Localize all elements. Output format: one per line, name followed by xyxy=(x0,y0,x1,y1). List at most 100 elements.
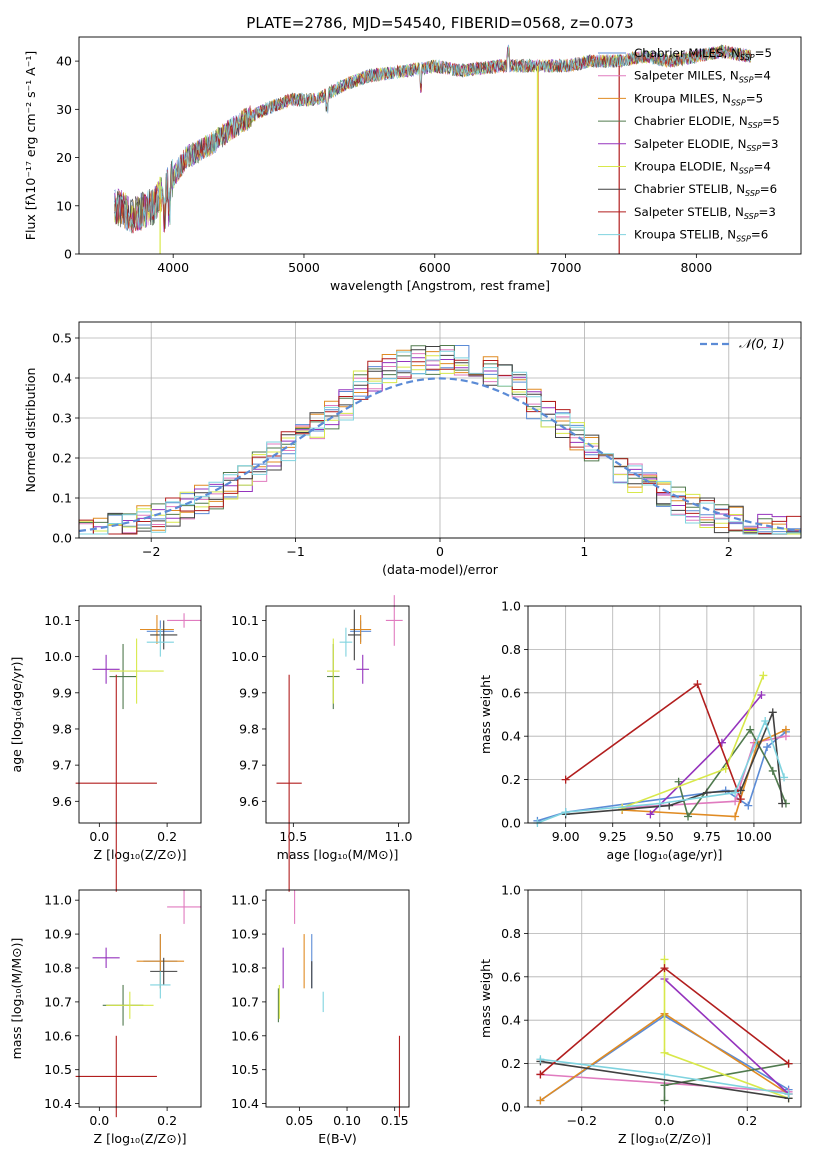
histogram-step xyxy=(78,350,802,538)
tick-label-y: 0.6 xyxy=(501,685,521,700)
y-axis-label: mass [log₁₀(M/M⊙)] xyxy=(9,938,24,1060)
errorbar-point xyxy=(75,1035,157,1118)
tick-label-x: 9.25 xyxy=(599,829,627,844)
weight-marker xyxy=(784,1059,793,1068)
legend-label-normal: 𝒩(0, 1) xyxy=(739,336,785,351)
weight-marker xyxy=(660,1081,669,1090)
tick-label-y: 10.5 xyxy=(44,1062,72,1077)
tick-label-y: 10.7 xyxy=(44,994,72,1009)
axes-mass-vs-Z: 0.0 0.2 10.4 10.5 10.6 10.7 10.8 10.9 11.0 Z [log… xyxy=(9,893,186,1146)
y-axis-label: Flux [fλ10⁻¹⁷ erg cm⁻² s⁻¹ A⁻¹] xyxy=(23,51,38,240)
axes-frame xyxy=(265,605,410,824)
tick-label-x: 0.2 xyxy=(737,1113,757,1128)
tick-label-x: 9.75 xyxy=(693,829,721,844)
tick-label-y: 30 xyxy=(56,102,72,117)
weight-marker xyxy=(660,964,669,973)
tick-label-x: 9.00 xyxy=(552,829,580,844)
tick-label-y: 10.9 xyxy=(44,927,72,942)
tick-label-y: 9.9 xyxy=(52,685,72,700)
tick-label-y: 0.1 xyxy=(52,491,72,506)
weight-marker xyxy=(660,1096,669,1105)
tick-label-y: 10.1 xyxy=(231,613,259,628)
errorbar-point xyxy=(92,654,120,684)
weight-marker xyxy=(731,797,740,806)
legend-label: Kroupa STELIB, NSSP=6 xyxy=(634,228,768,244)
legend-label: Salpeter STELIB, NSSP=3 xyxy=(634,205,776,221)
tick-label-y: 9.7 xyxy=(239,758,259,773)
tick-label-y: 10.6 xyxy=(231,1028,259,1043)
chart-layer: 4000 5000 6000 7000 8000010203040wavelength … xyxy=(9,36,802,1146)
tick-label-y: 20 xyxy=(56,150,72,165)
weight-marker xyxy=(744,801,753,810)
tick-label-y: 0.2 xyxy=(501,772,521,787)
figure-title: PLATE=2786, MJD=54540, FIBERID=0568, z=0… xyxy=(246,14,633,32)
tick-label-x: 0.2 xyxy=(157,1113,177,1128)
tick-label-y: 0.0 xyxy=(501,816,521,831)
tick-label-y: 0.5 xyxy=(52,331,72,346)
legend-label: Kroupa ELODIE, NSSP=4 xyxy=(634,160,771,176)
tick-label-y: 10.0 xyxy=(44,649,72,664)
errorbar-point xyxy=(146,627,174,657)
weight-line xyxy=(663,978,790,1095)
axes-frame xyxy=(78,605,202,824)
weight-marker xyxy=(746,725,755,734)
tick-label-x: 0.2 xyxy=(157,829,177,844)
axes-residuals: −2 −1 0 1 2 0.0 0.1 0.2 0.3 0.4 0.5 (data-model)/er… xyxy=(23,322,801,577)
weight-marker xyxy=(665,801,674,810)
legend-label: Salpeter MILES, NSSP=4 xyxy=(634,69,771,85)
tick-label-y: 0.8 xyxy=(501,642,521,657)
legend-label: Chabrier MILES, NSSP=5 xyxy=(634,46,772,62)
errorbar-point xyxy=(348,609,361,661)
axes-frame xyxy=(265,889,410,1108)
x-axis-label: Z [log₁₀(Z/Z⊙)] xyxy=(94,847,187,862)
tick-label-x: 0.15 xyxy=(381,1113,409,1128)
errorbar-point xyxy=(350,615,372,644)
tick-label-y: 10.4 xyxy=(231,1096,259,1111)
tick-label-y: 9.6 xyxy=(52,794,72,809)
errorbar-point xyxy=(140,615,174,644)
weight-marker xyxy=(646,810,655,819)
tick-label-y: 0.4 xyxy=(52,371,72,386)
tick-label-y: 10.8 xyxy=(44,960,72,975)
weight-marker xyxy=(702,788,711,797)
tick-label-x: 5000 xyxy=(288,260,320,275)
axes-frame xyxy=(527,889,802,1108)
legend-spectrum: Chabrier MILES, NSSP=5 Salpeter MILES, NS… xyxy=(598,46,780,244)
x-axis-label: mass [log₁₀(M/M⊙)] xyxy=(277,847,399,862)
tick-label-x: 0.0 xyxy=(89,829,109,844)
tick-label-y: 0 xyxy=(64,247,72,262)
weight-marker xyxy=(693,680,702,689)
legend-label: Chabrier ELODIE, NSSP=5 xyxy=(634,114,780,130)
axes-frame xyxy=(78,321,802,539)
tick-label-y: 40 xyxy=(56,54,72,69)
tick-label-x: 9.50 xyxy=(646,829,674,844)
tick-label-y: 10.8 xyxy=(231,960,259,975)
weight-line xyxy=(622,728,787,818)
weight-marker xyxy=(655,799,664,808)
tick-label-y: 10.9 xyxy=(231,927,259,942)
axes-weight-vs-Z: −0.2 0.0 0.2 0.0 0.2 0.4 0.6 0.8 1.0 Z [log₁₀(Z/Z… xyxy=(478,883,801,1146)
tick-label-y: 11.0 xyxy=(44,893,72,908)
tick-label-x: 8000 xyxy=(680,260,712,275)
x-axis-label: Z [log₁₀(Z/Z⊙)] xyxy=(618,1131,711,1146)
legend-label: Salpeter ELODIE, NSSP=3 xyxy=(634,137,779,153)
tick-label-y: 0.4 xyxy=(501,1013,521,1028)
x-axis-label: wavelength [Angstrom, rest frame] xyxy=(330,278,550,293)
tick-label-y: 11.0 xyxy=(231,893,259,908)
tick-label-y: 10.4 xyxy=(44,1096,72,1111)
weight-marker xyxy=(536,1096,545,1105)
weight-marker xyxy=(561,808,570,817)
histogram-step xyxy=(78,358,802,538)
spectrum-plot xyxy=(114,43,752,254)
errorbar-point xyxy=(339,627,353,657)
spectrum-line xyxy=(114,45,751,231)
x-axis-label: Z [log₁₀(Z/Z⊙)] xyxy=(94,1131,187,1146)
normal-curve xyxy=(78,377,802,533)
weight-line xyxy=(540,1060,789,1100)
axes-frame xyxy=(78,889,202,1108)
y-axis-label: mass weight xyxy=(478,959,493,1038)
weight-marker xyxy=(536,1070,545,1079)
tick-label-x: 0.05 xyxy=(285,1113,313,1128)
errorbar-point xyxy=(167,613,201,628)
